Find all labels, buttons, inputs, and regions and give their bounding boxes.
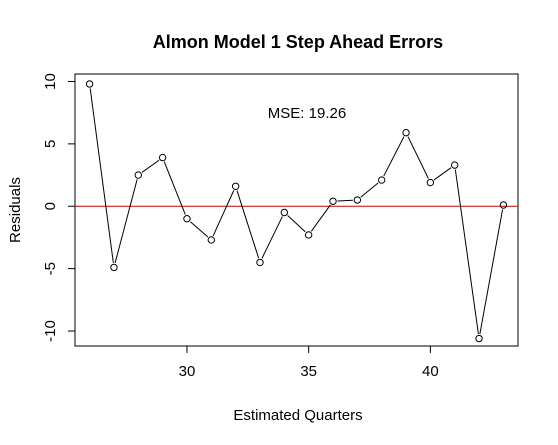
data-point-10 xyxy=(329,197,337,205)
series-segment-4 xyxy=(190,221,209,238)
series-segment-2 xyxy=(141,159,160,173)
series-segment-11 xyxy=(360,182,379,198)
series-segment-7 xyxy=(261,216,283,259)
data-point-4 xyxy=(183,215,191,223)
series-segment-9 xyxy=(310,204,331,232)
plot-frame xyxy=(74,73,519,347)
y-tick-label-0: -10 xyxy=(42,320,59,342)
y-tick-label-2: 0 xyxy=(42,202,59,210)
data-point-14 xyxy=(426,178,435,187)
series-segment-5 xyxy=(212,190,235,237)
series-segment-8 xyxy=(287,215,306,233)
data-point-5 xyxy=(207,236,216,244)
data-point-17 xyxy=(499,201,508,209)
series-segment-16 xyxy=(479,209,504,335)
series-segment-14 xyxy=(433,167,452,181)
data-point-9 xyxy=(304,231,313,239)
data-point-16 xyxy=(475,334,483,343)
data-point-2 xyxy=(134,171,142,179)
data-point-6 xyxy=(231,182,240,190)
series-segment-1 xyxy=(114,179,138,264)
series-segment-0 xyxy=(89,88,114,263)
data-point-12 xyxy=(377,176,386,184)
plot-layer: -10 -5 0 5 10 30 35 40 xyxy=(42,73,518,380)
series-segment-3 xyxy=(163,161,186,215)
series-segment-15 xyxy=(454,169,479,335)
data-point-11 xyxy=(353,196,362,204)
y-tick-label-3: 5 xyxy=(42,140,59,148)
x-axis-label: Estimated Quarters xyxy=(233,407,362,424)
data-point-3 xyxy=(158,153,167,162)
series-segment-12 xyxy=(383,136,405,177)
x-tick-label-1: 35 xyxy=(300,363,317,380)
y-tick-label-4: 10 xyxy=(42,73,59,90)
series-segment-6 xyxy=(236,190,260,259)
data-point-0 xyxy=(85,80,94,88)
data-point-7 xyxy=(256,258,264,267)
x-tick-label-2: 40 xyxy=(422,363,439,380)
data-point-13 xyxy=(402,128,410,137)
series-segment-13 xyxy=(407,136,429,179)
y-axis-label: Residuals xyxy=(7,177,24,243)
data-point-15 xyxy=(451,161,459,169)
x-tick-label-0: 30 xyxy=(179,363,196,380)
mse-annotation: MSE: 19.26 xyxy=(268,105,346,122)
data-point-8 xyxy=(280,208,289,217)
y-tick-label-1: -5 xyxy=(42,262,59,275)
data-point-1 xyxy=(110,263,118,272)
chart-title: Almon Model 1 Step Ahead Errors xyxy=(153,32,443,52)
series-segment-10 xyxy=(337,199,353,202)
